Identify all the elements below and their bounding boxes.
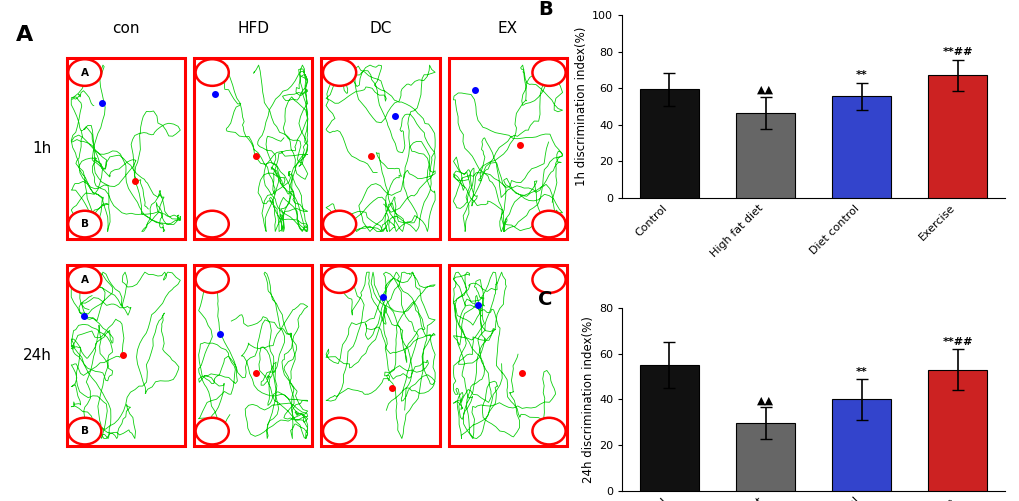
Circle shape: [532, 59, 566, 86]
Circle shape: [532, 418, 566, 444]
Bar: [66, 58, 184, 239]
Bar: [639, 365, 699, 491]
Bar: [194, 265, 312, 446]
Bar: [927, 370, 986, 491]
Y-axis label: 24h discrimination index(%): 24h discrimination index(%): [582, 316, 594, 483]
Bar: [639, 89, 699, 198]
Bar: [735, 113, 795, 198]
Circle shape: [68, 211, 101, 237]
Text: 1h: 1h: [33, 141, 52, 156]
Bar: [66, 265, 184, 446]
Bar: [194, 58, 312, 239]
Text: HFD: HFD: [237, 22, 269, 37]
Bar: [448, 265, 567, 446]
Circle shape: [196, 211, 228, 237]
Text: **##: **##: [942, 47, 972, 57]
Bar: [194, 265, 312, 446]
Circle shape: [68, 418, 101, 444]
Bar: [927, 76, 986, 198]
Text: ▲▲: ▲▲: [756, 85, 773, 95]
Bar: [66, 58, 184, 239]
Text: B: B: [81, 219, 89, 229]
Circle shape: [196, 266, 228, 293]
Circle shape: [196, 59, 228, 86]
Text: 24h: 24h: [22, 348, 52, 363]
Bar: [448, 58, 567, 239]
Circle shape: [532, 266, 566, 293]
Text: **: **: [855, 367, 866, 377]
Bar: [321, 58, 439, 239]
Text: A: A: [16, 25, 34, 45]
Text: **: **: [855, 70, 866, 80]
Circle shape: [323, 266, 356, 293]
Text: A: A: [81, 275, 89, 285]
Text: **##: **##: [942, 337, 972, 347]
Bar: [830, 399, 891, 491]
Text: A: A: [81, 68, 89, 78]
Circle shape: [532, 211, 566, 237]
Circle shape: [196, 418, 228, 444]
Circle shape: [68, 59, 101, 86]
Text: EX: EX: [497, 22, 518, 37]
Text: ▲▲: ▲▲: [756, 395, 773, 405]
Circle shape: [68, 266, 101, 293]
Text: con: con: [112, 22, 140, 37]
Bar: [321, 58, 439, 239]
Text: C: C: [538, 290, 552, 309]
Bar: [448, 265, 567, 446]
Text: B: B: [538, 1, 552, 20]
Bar: [448, 58, 567, 239]
Circle shape: [323, 59, 356, 86]
Bar: [321, 265, 439, 446]
Bar: [735, 423, 795, 491]
Bar: [830, 97, 891, 198]
Text: DC: DC: [369, 22, 391, 37]
Bar: [66, 265, 184, 446]
Text: B: B: [81, 426, 89, 436]
Y-axis label: 1h discrimination index(%): 1h discrimination index(%): [575, 27, 588, 186]
Bar: [194, 58, 312, 239]
Circle shape: [323, 211, 356, 237]
Circle shape: [323, 418, 356, 444]
Bar: [321, 265, 439, 446]
